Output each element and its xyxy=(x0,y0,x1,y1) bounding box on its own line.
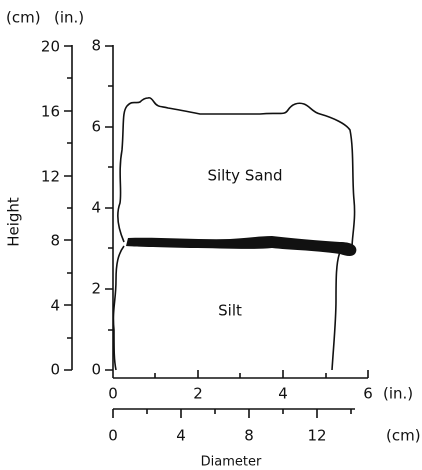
tick-label: 20 xyxy=(41,38,60,56)
tick-label: 8 xyxy=(50,232,60,250)
tick-label: 4 xyxy=(50,297,60,315)
tick-label: 4 xyxy=(91,199,101,217)
tick-label: 2 xyxy=(91,280,101,298)
cm-axis xyxy=(64,45,72,370)
tick-label: 8 xyxy=(91,37,101,55)
tick-label: 6 xyxy=(91,118,101,136)
lower-layer-label: Silt xyxy=(218,302,242,320)
figure: (cm) (in.) Height 20 16 12 8 4 0 8 6 4 2… xyxy=(0,0,422,470)
diameter-label: Diameter xyxy=(201,455,262,470)
interface-band xyxy=(126,236,356,256)
in-unit: (in.) xyxy=(54,9,84,27)
tick-label: 0 xyxy=(108,385,118,403)
tick-label: 6 xyxy=(363,385,373,403)
tick-label: 8 xyxy=(244,427,254,445)
in-unit: (in.) xyxy=(383,385,413,403)
tick-label: 0 xyxy=(50,361,60,379)
tick-label: 0 xyxy=(108,427,118,445)
tick-label: 4 xyxy=(278,385,288,403)
upper-layer-label: Silty Sand xyxy=(207,167,282,185)
tick-label: 2 xyxy=(193,385,203,403)
diameter-in-axis xyxy=(113,370,368,378)
tick-label: 12 xyxy=(41,168,60,186)
in-axis xyxy=(105,45,113,370)
tick-label: 4 xyxy=(176,427,186,445)
cm-unit: (cm) xyxy=(386,427,421,445)
tick-label: 0 xyxy=(91,361,101,379)
height-label: Height xyxy=(5,197,23,247)
diameter-cm-axis xyxy=(113,409,355,418)
cm-unit: (cm) xyxy=(6,9,41,27)
tick-label: 12 xyxy=(307,427,326,445)
tick-label: 16 xyxy=(41,103,60,121)
